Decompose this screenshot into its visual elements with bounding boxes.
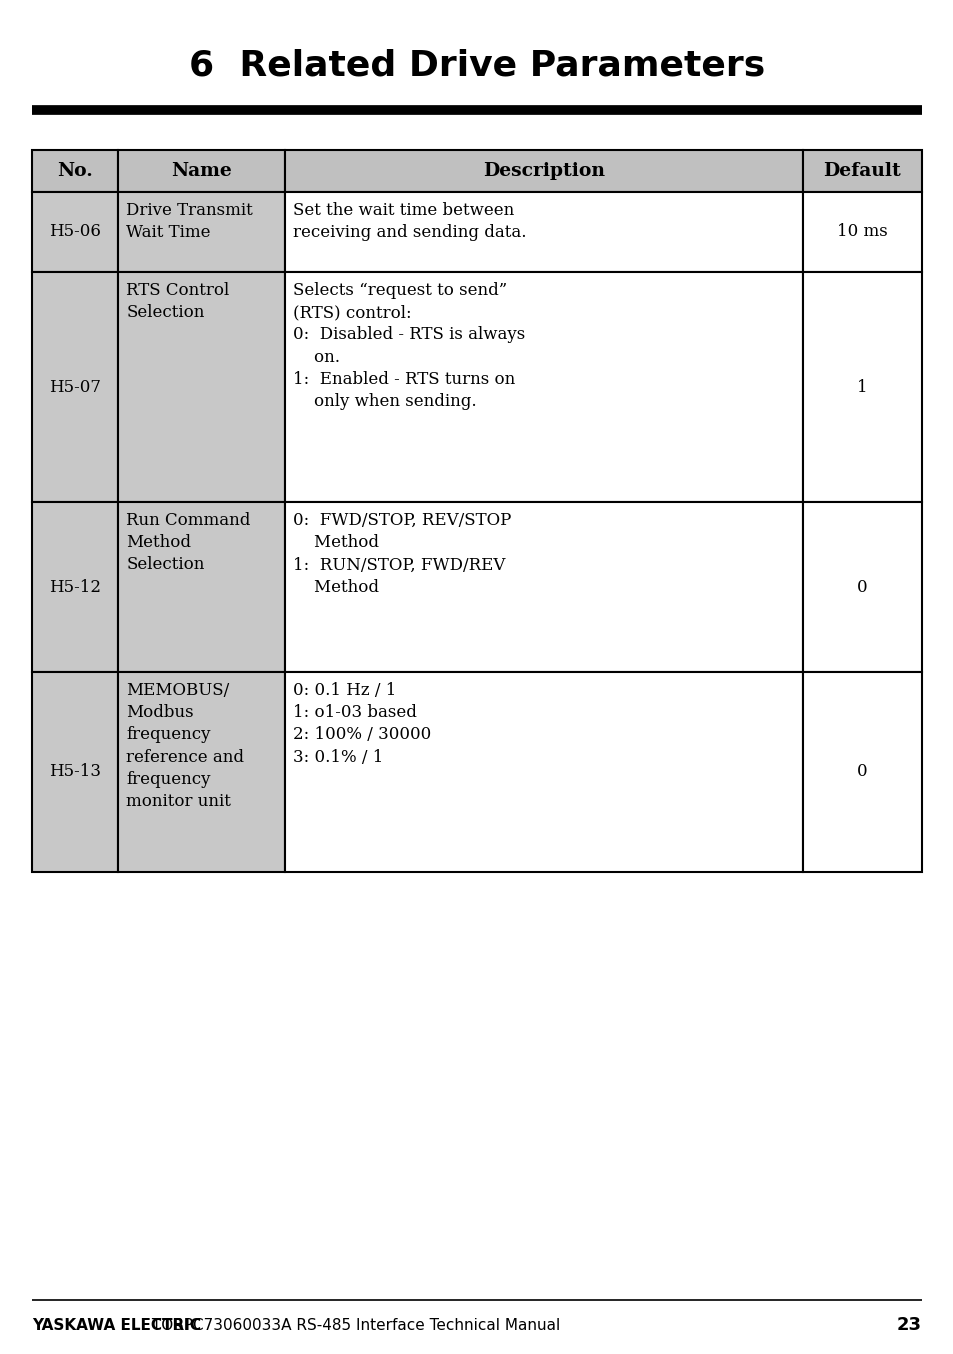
- Text: 23: 23: [896, 1316, 921, 1334]
- Text: TOBPC73060033A RS-485 Interface Technical Manual: TOBPC73060033A RS-485 Interface Technica…: [147, 1317, 559, 1332]
- Text: H5-12: H5-12: [50, 578, 101, 596]
- Text: 0: 0.1 Hz / 1
1: o1-03 based
2: 100% / 30000
3: 0.1% / 1: 0: 0.1 Hz / 1 1: o1-03 based 2: 100% / 3…: [293, 682, 431, 765]
- Text: Run Command
Method
Selection: Run Command Method Selection: [126, 512, 251, 573]
- Bar: [801, 502, 921, 672]
- Text: H5-07: H5-07: [50, 379, 101, 395]
- Bar: [801, 272, 921, 502]
- Text: H5-06: H5-06: [50, 223, 101, 241]
- Bar: [801, 192, 921, 272]
- Text: RTS Control
Selection: RTS Control Selection: [126, 282, 230, 321]
- Text: No.: No.: [57, 162, 93, 180]
- Text: 0:  FWD/STOP, REV/STOP
    Method
1:  RUN/STOP, FWD/REV
    Method: 0: FWD/STOP, REV/STOP Method 1: RUN/STOP…: [293, 512, 511, 596]
- Bar: [32, 502, 118, 672]
- Text: Set the wait time between
receiving and sending data.: Set the wait time between receiving and …: [293, 202, 526, 241]
- Bar: [801, 672, 921, 872]
- Text: Selects “request to send”
(RTS) control:
0:  Disabled - RTS is always
    on.
1:: Selects “request to send” (RTS) control:…: [293, 282, 524, 410]
- Bar: [32, 150, 118, 192]
- Bar: [32, 272, 118, 502]
- Bar: [118, 502, 284, 672]
- Text: Description: Description: [482, 162, 604, 180]
- Bar: [284, 672, 801, 872]
- Text: 0: 0: [856, 764, 867, 780]
- Bar: [32, 672, 118, 872]
- Text: Default: Default: [822, 162, 901, 180]
- Text: 1: 1: [856, 379, 867, 395]
- Bar: [284, 150, 801, 192]
- Bar: [118, 150, 284, 192]
- Bar: [118, 672, 284, 872]
- Text: YASKAWA ELECTRIC: YASKAWA ELECTRIC: [32, 1317, 201, 1332]
- Text: H5-13: H5-13: [50, 764, 101, 780]
- Text: 10 ms: 10 ms: [836, 223, 887, 241]
- Bar: [32, 192, 118, 272]
- Bar: [284, 502, 801, 672]
- Text: 0: 0: [856, 578, 867, 596]
- Bar: [118, 272, 284, 502]
- Bar: [801, 150, 921, 192]
- Bar: [284, 192, 801, 272]
- Text: 6  Related Drive Parameters: 6 Related Drive Parameters: [189, 47, 764, 83]
- Text: Drive Transmit
Wait Time: Drive Transmit Wait Time: [126, 202, 253, 241]
- Bar: [284, 272, 801, 502]
- Text: Name: Name: [171, 162, 232, 180]
- Bar: [118, 192, 284, 272]
- Text: MEMOBUS/
Modbus
frequency
reference and
frequency
monitor unit: MEMOBUS/ Modbus frequency reference and …: [126, 682, 244, 810]
